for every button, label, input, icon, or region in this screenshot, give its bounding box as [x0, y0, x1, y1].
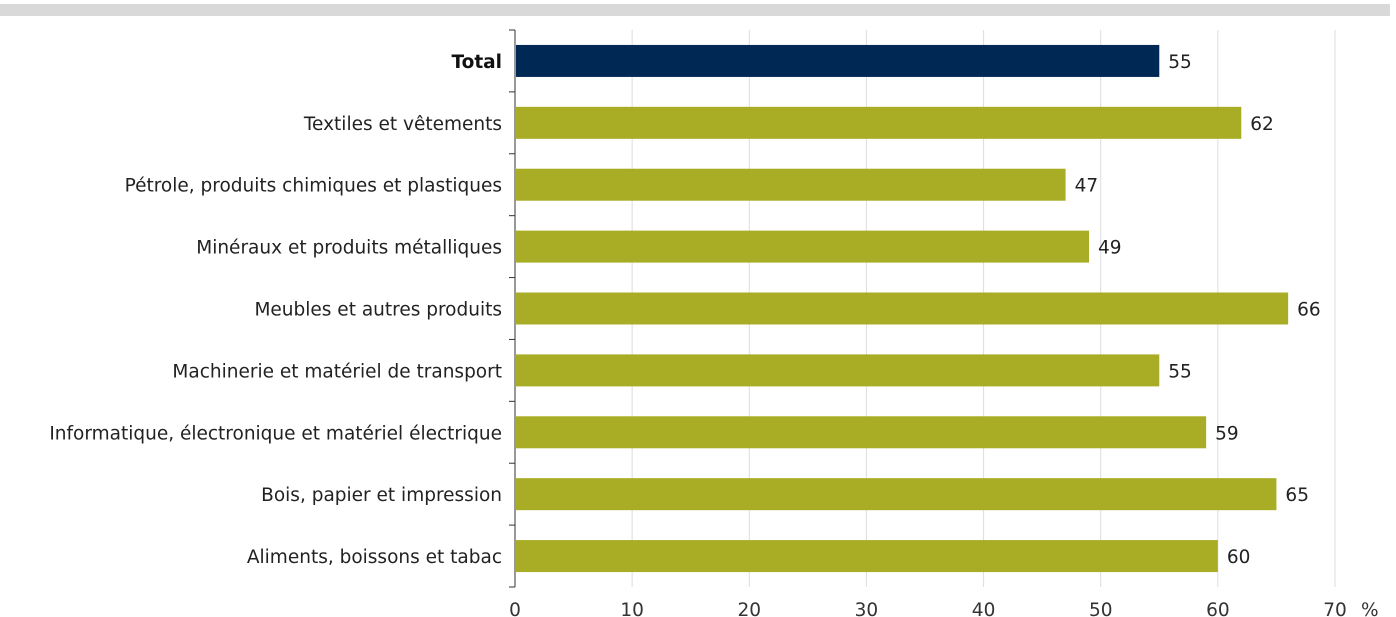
category-label: Total: [451, 52, 502, 73]
category-label: Minéraux et produits métalliques: [196, 238, 502, 259]
data-label: 62: [1250, 114, 1274, 135]
x-tick-label: 10: [620, 600, 644, 617]
axes: [509, 29, 516, 588]
x-tick-label: 50: [1089, 600, 1113, 617]
x-tick-label: 40: [972, 600, 996, 617]
x-tick-label: 60: [1206, 600, 1230, 617]
x-tick-label: 0: [509, 600, 521, 617]
data-label: 49: [1098, 238, 1122, 259]
bar: [516, 44, 1160, 77]
category-label: Bois, papier et impression: [261, 485, 502, 506]
top-band: [0, 4, 1390, 16]
data-label: 59: [1215, 423, 1239, 444]
bar: [516, 354, 1160, 387]
data-label: 55: [1168, 52, 1192, 73]
data-label: 47: [1075, 176, 1099, 197]
data-label: 65: [1285, 485, 1309, 506]
category-label: Meubles et autres produits: [254, 300, 502, 321]
bar: [516, 230, 1089, 263]
bars: [516, 44, 1289, 573]
x-axis-unit-label: %: [1361, 600, 1379, 617]
x-tick-label: 30: [855, 600, 879, 617]
x-tick-label: 70: [1323, 600, 1347, 617]
category-label: Pétrole, produits chimiques et plastique…: [125, 176, 502, 197]
category-label: Informatique, électronique et matériel é…: [49, 423, 502, 444]
bar: [516, 416, 1207, 449]
bar: [516, 292, 1289, 325]
x-tick-label: 20: [738, 600, 762, 617]
data-label: 55: [1168, 361, 1192, 382]
data-label: 60: [1227, 547, 1251, 568]
labels: 0 10 20 30 40 50 60 70 Total 55 Textiles et vêteme…: [49, 52, 1346, 617]
data-label: 66: [1297, 300, 1321, 321]
category-label: Machinerie et matériel de transport: [172, 361, 502, 382]
bar: [516, 478, 1277, 511]
bar: [516, 168, 1066, 201]
bar: [516, 540, 1218, 573]
category-label: Textiles et vêtements: [303, 114, 502, 135]
bar: [516, 106, 1242, 139]
category-label: Aliments, boissons et tabac: [247, 547, 502, 568]
